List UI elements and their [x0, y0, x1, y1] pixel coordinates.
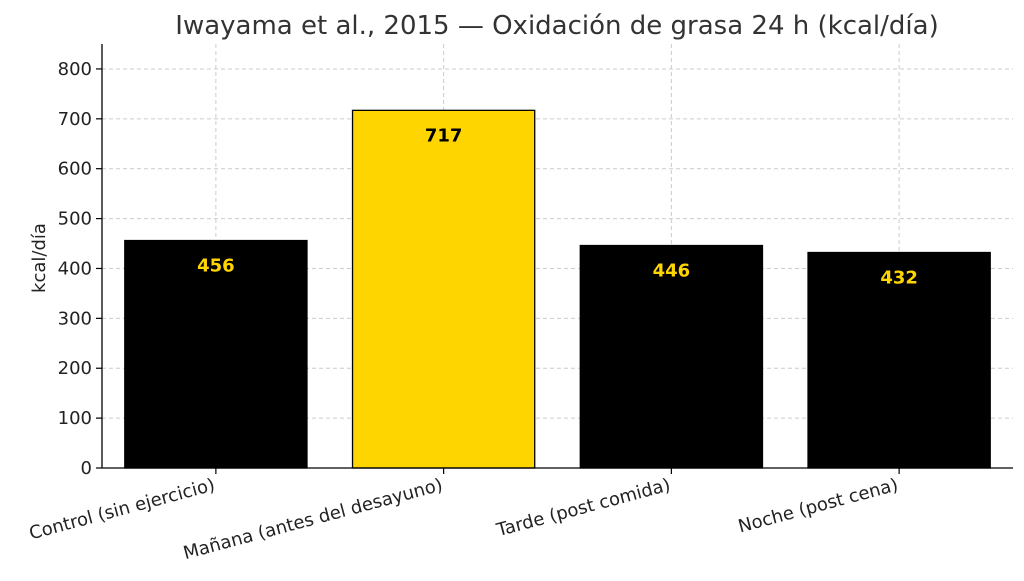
bar-2	[351, 109, 536, 469]
x-tick-labels: Control (sin ejercicio)Mañana (antes del…	[27, 475, 900, 565]
bar-3	[579, 244, 764, 469]
data-label: 456	[197, 256, 235, 277]
y-tick-label: 500	[58, 209, 92, 230]
y-tick-label: 200	[58, 358, 92, 379]
y-tick-label: 300	[58, 308, 92, 329]
data-label: 446	[653, 261, 691, 282]
bar-1	[124, 239, 308, 469]
axes	[96, 44, 1013, 474]
y-tick-label: 600	[58, 159, 92, 180]
y-tick-label: 700	[58, 109, 92, 130]
data-label: 717	[425, 125, 463, 146]
x-tick-label: Mañana (antes del desayuno)	[181, 475, 445, 565]
y-tick-label: 0	[81, 458, 92, 479]
x-tick-label: Tarde (post comida)	[493, 475, 672, 542]
y-tick-label: 100	[58, 408, 92, 429]
y-tick-label: 400	[58, 258, 92, 279]
x-tick-label: Noche (post cena)	[736, 475, 900, 538]
y-tick-label: 800	[58, 59, 92, 80]
data-labels: 456 717 446 432	[197, 125, 918, 288]
x-tick-label: Control (sin ejercicio)	[27, 475, 217, 545]
data-label: 432	[880, 268, 918, 289]
y-axis-label: kcal/día	[29, 223, 50, 293]
y-tick-labels: 0 100 200 300 400 500 600 700 800	[58, 59, 92, 479]
bar-4	[807, 251, 991, 469]
bars	[124, 109, 991, 469]
chart-title: Iwayama et al., 2015 — Oxidación de gras…	[175, 11, 938, 41]
